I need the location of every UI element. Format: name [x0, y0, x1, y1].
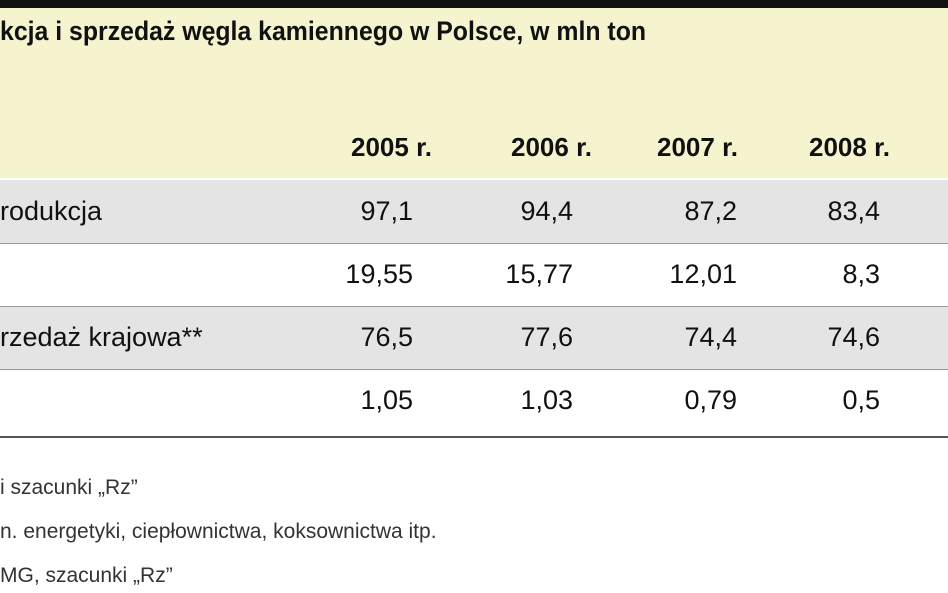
- table-cell: 74,6: [827, 322, 880, 352]
- footnote: i szacunki „Rz”: [0, 476, 138, 499]
- row-label: rzedaż krajowa**: [0, 322, 203, 352]
- table-cell: 12,01: [669, 259, 737, 289]
- row-separator: [0, 243, 948, 244]
- table-cell: 76,5: [360, 322, 413, 352]
- table-bottom-line: [0, 436, 948, 438]
- table-title: kcja i sprzedaż węgla kamiennego w Polsc…: [0, 16, 647, 46]
- column-header: 2007 r.: [657, 132, 738, 162]
- table-cell: 0,5: [842, 385, 880, 415]
- table-cell: 0,79: [684, 385, 737, 415]
- row-label: rodukcja: [0, 196, 103, 226]
- table-cell: 8,3: [842, 259, 880, 289]
- table-row: [0, 306, 948, 369]
- table-cell: 1,05: [360, 385, 413, 415]
- table-cell: 74,4: [684, 322, 737, 352]
- table-cell: 19,55: [345, 259, 413, 289]
- table-row: [0, 180, 948, 243]
- top-bar: [0, 0, 948, 8]
- table-cell: 87,2: [684, 196, 737, 226]
- title-band: [0, 8, 948, 178]
- column-header: 2008 r.: [809, 132, 890, 162]
- table-cell: 15,77: [505, 259, 573, 289]
- column-header: 2005 r.: [351, 132, 432, 162]
- table-cell: 1,03: [520, 385, 573, 415]
- table-cell: 97,1: [360, 196, 413, 226]
- table-cell: 94,4: [520, 196, 573, 226]
- footnote: MG, szacunki „Rz”: [0, 564, 173, 587]
- row-separator: [0, 306, 948, 307]
- table-cell: 77,6: [520, 322, 573, 352]
- footnote: n. energetyki, ciepłownictwa, koksownict…: [0, 520, 437, 543]
- row-separator: [0, 369, 948, 370]
- column-header: 2006 r.: [511, 132, 592, 162]
- table-cell: 83,4: [827, 196, 880, 226]
